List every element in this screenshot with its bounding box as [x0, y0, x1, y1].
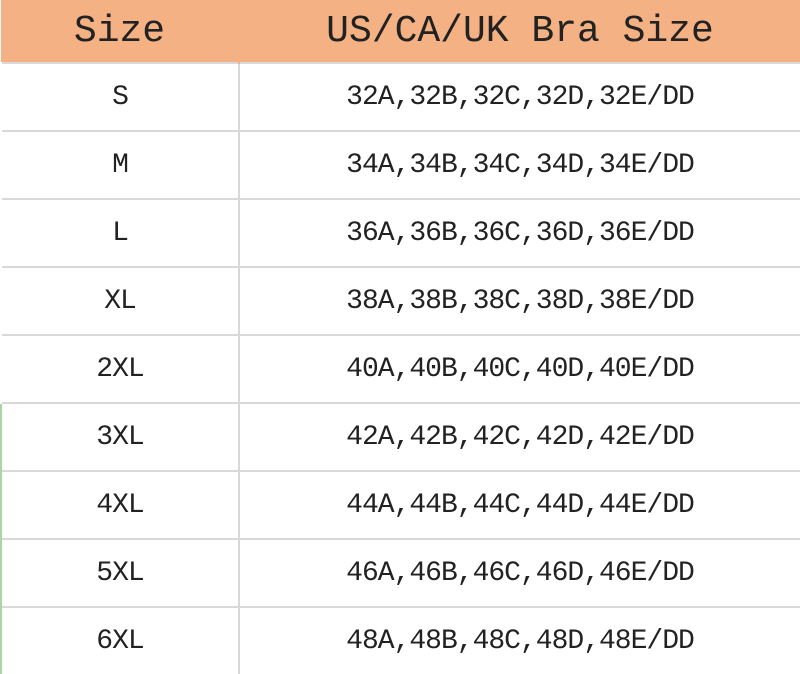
table-row: 6XL 48A,48B,48C,48D,48E/DD	[0, 606, 800, 674]
size-cell: XL	[0, 266, 240, 335]
table-row: 4XL 44A,44B,44C,44D,44E/DD	[0, 470, 800, 539]
bra-size-cell: 42A,42B,42C,42D,42E/DD	[239, 402, 800, 471]
table-row: 5XL 46A,46B,46C,46D,46E/DD	[0, 538, 800, 607]
header-bra-size: US/CA/UK Bra Size	[239, 0, 800, 63]
size-cell: 3XL	[0, 402, 240, 471]
size-cell: L	[0, 198, 240, 267]
size-cell: 6XL	[0, 606, 240, 674]
table-row: S 32A,32B,32C,32D,32E/DD	[0, 62, 800, 131]
size-cell: 4XL	[0, 470, 240, 539]
table-row: 3XL 42A,42B,42C,42D,42E/DD	[0, 402, 800, 471]
size-cell: 2XL	[0, 334, 240, 403]
bra-size-cell: 34A,34B,34C,34D,34E/DD	[239, 130, 800, 199]
bra-size-cell: 46A,46B,46C,46D,46E/DD	[239, 538, 800, 607]
table-row: M 34A,34B,34C,34D,34E/DD	[0, 130, 800, 199]
table-row: L 36A,36B,36C,36D,36E/DD	[0, 198, 800, 267]
table-row: XL 38A,38B,38C,38D,38E/DD	[0, 266, 800, 335]
bra-size-cell: 40A,40B,40C,40D,40E/DD	[239, 334, 800, 403]
bra-size-cell: 44A,44B,44C,44D,44E/DD	[239, 470, 800, 539]
size-cell: S	[0, 62, 240, 131]
bra-size-cell: 48A,48B,48C,48D,48E/DD	[239, 606, 800, 674]
size-cell: 5XL	[0, 538, 240, 607]
bra-size-cell: 38A,38B,38C,38D,38E/DD	[239, 266, 800, 335]
header-size: Size	[1, 0, 240, 63]
bra-size-cell: 32A,32B,32C,32D,32E/DD	[239, 62, 800, 131]
header-row: Size US/CA/UK Bra Size	[1, 0, 800, 63]
bra-size-cell: 36A,36B,36C,36D,36E/DD	[239, 198, 800, 267]
size-cell: M	[0, 130, 240, 199]
table-row: 2XL 40A,40B,40C,40D,40E/DD	[0, 334, 800, 403]
